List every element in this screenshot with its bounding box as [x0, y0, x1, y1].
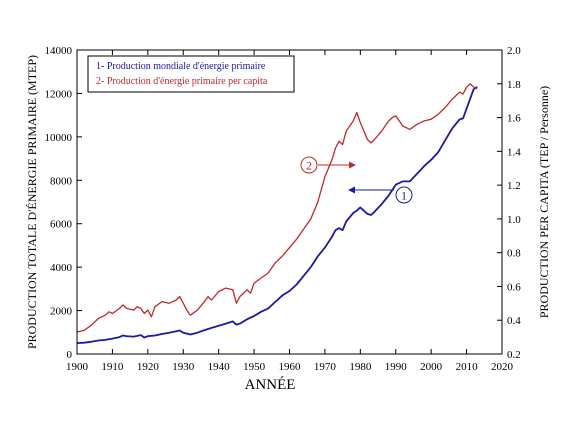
y-right-tick-label: 1.6 [507, 113, 521, 125]
y-right-tick-label: 1.2 [507, 180, 521, 192]
x-tick-label: 1960 [279, 361, 302, 373]
y-left-tick-label: 10000 [45, 132, 73, 144]
annotation-1-arrowhead [348, 186, 355, 194]
y-left-tick-label: 8000 [50, 175, 73, 187]
y-right-tick-label: 2.0 [507, 45, 521, 57]
legend: 1- Production mondiale d'énergie primair… [87, 55, 295, 93]
y-right-tick-label: 0.6 [507, 281, 521, 293]
annotation-series-1: 1 [348, 186, 413, 204]
x-axis-label: ANNÉE [245, 376, 296, 393]
x-tick-label: 1920 [137, 361, 160, 373]
y-left-tick-label: 4000 [50, 262, 73, 274]
y-right-tick-label: 0.4 [507, 315, 521, 327]
ticks-layer [76, 49, 503, 355]
y-right-tick-label: 1.4 [507, 146, 521, 158]
x-tick-label: 1930 [172, 361, 195, 373]
lines-layer [76, 83, 478, 344]
x-tick-label: 2010 [456, 361, 479, 373]
legend-entry-2: 2- Production d'énergie primaire per cap… [96, 76, 268, 87]
series-2-line [76, 83, 478, 333]
legend-box [87, 55, 295, 93]
x-tick-label: 1900 [66, 361, 89, 373]
annotation-series-2: 2 [300, 156, 356, 174]
x-tick-label: 1990 [385, 361, 408, 373]
annotation-1-label: 1 [401, 189, 407, 203]
y-left-tick-label: 0 [67, 349, 73, 361]
annotation-2-circle [300, 156, 318, 174]
tick-labels-layer: 1900 1910 1920 1930 1940 1950 1960 1970 1980 1990… [45, 45, 522, 373]
annotation-2-arrowhead [349, 161, 356, 169]
legend-entry-1: 1- Production mondiale d'énergie primair… [96, 61, 266, 72]
x-tick-label: 1910 [101, 361, 124, 373]
y-right-tick-label: 0.2 [507, 349, 521, 361]
y-left-tick-label: 2000 [50, 306, 73, 318]
y-axis-left-label: PRODUCTION TOTALE D'ÉNERGIE PRIMAIRE (MT… [25, 55, 39, 349]
x-tick-label: 1980 [349, 361, 372, 373]
y-left-tick-label: 14000 [45, 45, 73, 57]
x-tick-label: 1940 [208, 361, 231, 373]
series-1-line [76, 86, 478, 344]
x-tick-label: 2000 [420, 361, 443, 373]
annotation-1-circle [395, 186, 413, 204]
y-left-tick-label: 6000 [50, 219, 73, 231]
y-right-tick-label: 1.8 [507, 79, 521, 91]
y-axis-right-label: PRODUCTION PER CAPITA (TEP / Personne) [537, 86, 551, 318]
y-right-tick-label: 0.8 [507, 248, 521, 260]
x-tick-label: 1970 [314, 361, 337, 373]
annotation-2-label: 2 [306, 159, 312, 173]
x-tick-label: 1950 [243, 361, 266, 373]
y-left-tick-label: 12000 [45, 88, 73, 100]
y-right-tick-label: 1.0 [507, 214, 521, 226]
x-tick-label: 2020 [491, 361, 514, 373]
